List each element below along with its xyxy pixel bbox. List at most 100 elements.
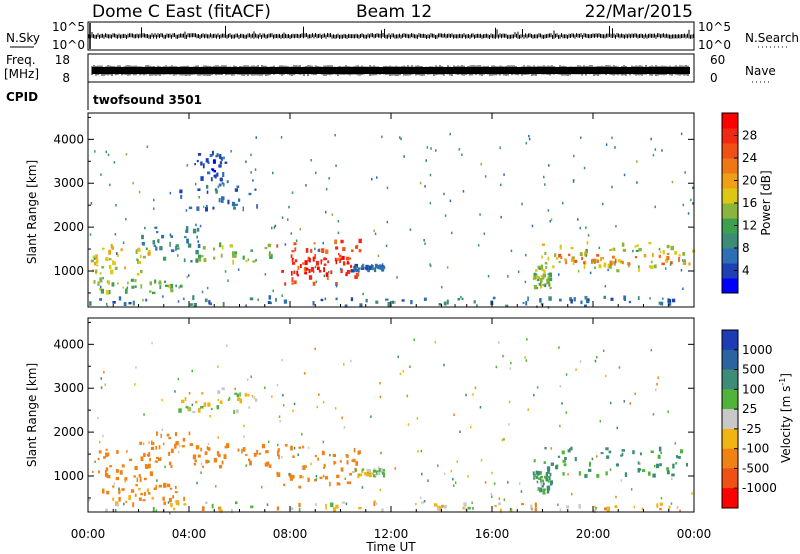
heatmap-cell	[510, 508, 512, 511]
heatmap-cell	[483, 232, 486, 235]
heatmap-cell	[382, 266, 386, 270]
heatmap-cell	[272, 289, 274, 293]
heatmap-cell	[212, 206, 215, 210]
power-colorbar: 28 24 20 16 12 8 4 Power [dB]	[721, 112, 773, 294]
heatmap-cell	[105, 257, 109, 261]
heatmap-cell	[463, 502, 467, 507]
heatmap-cell	[500, 508, 502, 513]
heatmap-cell	[680, 132, 683, 136]
heatmap-cell	[109, 183, 111, 187]
heatmap-cell	[598, 264, 602, 269]
heatmap-cell	[239, 398, 243, 404]
heatmap-cell	[557, 503, 559, 506]
heatmap-cell	[538, 282, 542, 286]
heatmap-cell	[200, 471, 202, 474]
heatmap-cell	[152, 507, 155, 512]
heatmap-cell	[217, 436, 219, 439]
power-colorbar-step	[722, 188, 738, 204]
heatmap-cell	[162, 442, 165, 446]
heatmap-cell	[600, 257, 602, 262]
heatmap-cell	[540, 275, 544, 278]
heatmap-cell	[166, 433, 170, 437]
velocity-colorbar-steps	[722, 330, 738, 509]
heatmap-cell	[322, 401, 325, 404]
heatmap-cell	[367, 469, 370, 472]
velocity-x-ticks: 00:00 04:00 08:00 12:00 16:00 20:00 00:00	[71, 113, 711, 541]
heatmap-cell	[116, 469, 119, 473]
heatmap-cell	[234, 188, 238, 192]
heatmap-cell	[168, 451, 171, 456]
heatmap-cell	[231, 509, 233, 513]
date-label: 22/Mar/2015	[585, 2, 693, 22]
heatmap-cell	[547, 273, 550, 276]
heatmap-cell	[182, 437, 186, 442]
heatmap-cell	[118, 487, 120, 490]
heatmap-cell	[121, 488, 125, 491]
heatmap-cell	[148, 452, 151, 457]
heatmap-cell	[99, 440, 101, 444]
heatmap-cell	[559, 298, 562, 302]
heatmap-cell	[549, 220, 552, 223]
heatmap-cell	[213, 170, 216, 173]
heatmap-cell	[370, 415, 372, 418]
heatmap-cell	[145, 247, 148, 250]
heatmap-cell	[595, 506, 597, 510]
heatmap-cell	[687, 212, 690, 215]
heatmap-cell	[158, 445, 161, 450]
heatmap-cell	[656, 383, 658, 386]
heatmap-cell	[542, 490, 546, 495]
heatmap-cell	[153, 487, 157, 490]
radar-title: Dome C East (fitACF)	[92, 2, 271, 22]
heatmap-cell	[292, 409, 294, 413]
heatmap-cell	[208, 460, 210, 463]
heatmap-cell	[140, 270, 143, 274]
heatmap-cell	[111, 282, 115, 287]
heatmap-cell	[258, 452, 261, 455]
heatmap-cell	[253, 396, 256, 400]
heatmap-cell	[111, 245, 114, 250]
heatmap-cell	[106, 490, 110, 495]
cpid-row: CPID twofsound 3501	[6, 82, 202, 110]
heatmap-cell	[252, 179, 254, 182]
heatmap-cell	[317, 457, 319, 461]
heatmap-cell	[160, 433, 162, 438]
heatmap-cell	[557, 455, 561, 458]
heatmap-cell	[315, 280, 318, 284]
heatmap-cell	[142, 442, 145, 445]
heatmap-cell	[103, 456, 107, 459]
heatmap-cell	[170, 465, 173, 468]
heatmap-cell	[423, 239, 425, 242]
heatmap-cell	[143, 453, 146, 457]
heatmap-cell	[568, 253, 571, 257]
heatmap-cell	[374, 232, 377, 236]
heatmap-cell	[665, 267, 667, 270]
heatmap-cell	[192, 411, 196, 414]
heatmap-cell	[264, 273, 267, 276]
heatmap-cell	[276, 450, 280, 453]
heatmap-cell	[500, 215, 502, 219]
heatmap-cell	[541, 268, 545, 272]
heatmap-cell	[163, 256, 167, 261]
heatmap-cell	[312, 301, 315, 306]
heatmap-cell	[151, 446, 155, 450]
heatmap-cell	[547, 479, 550, 483]
velocity-colorbar-tick-label: 100	[742, 382, 765, 396]
heatmap-cell	[409, 228, 412, 231]
heatmap-cell	[682, 252, 686, 256]
heatmap-cell	[105, 452, 109, 457]
heatmap-cell	[636, 181, 638, 184]
heatmap-cell	[400, 137, 402, 141]
heatmap-cell	[541, 484, 544, 488]
heatmap-cell	[99, 298, 102, 301]
velocity-colorbar-tick-label: -1000	[742, 481, 777, 495]
heatmap-cell	[324, 297, 327, 301]
heatmap-cell	[302, 445, 305, 449]
y-tick-label: 4000	[53, 337, 84, 351]
heatmap-cell	[666, 470, 670, 475]
heatmap-cell	[462, 506, 465, 510]
heatmap-cell	[207, 171, 211, 175]
heatmap-cell	[659, 508, 662, 511]
heatmap-cell	[105, 289, 109, 295]
heatmap-cell	[140, 284, 143, 289]
